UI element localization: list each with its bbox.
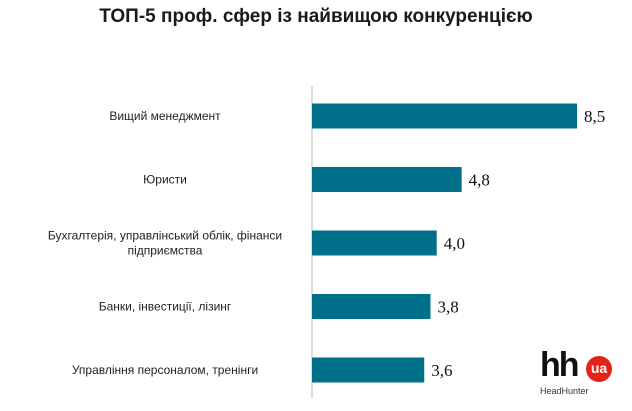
bar-2 <box>312 167 462 192</box>
bar-4 <box>312 294 431 319</box>
logo-hh-text: hh <box>540 346 580 384</box>
value-label-4: 3,8 <box>437 298 458 317</box>
headhunter-logo: hh ua HeadHunter <box>540 348 620 402</box>
value-label-3: 4,0 <box>444 234 465 253</box>
bar-1 <box>312 103 577 129</box>
value-label-5: 3,6 <box>431 361 452 380</box>
bar-5 <box>312 357 425 383</box>
category-label-4: Банки, інвестиції, лізинг <box>99 300 232 314</box>
logo-ua-badge: ua <box>586 356 612 382</box>
category-label-1: Вищий менеджмент <box>109 109 221 123</box>
logo-subtitle: HeadHunter <box>540 386 589 396</box>
category-label-2: Юристи <box>143 173 187 187</box>
category-label-3: Бухгалтерія, управлінський облік, фінанс… <box>48 229 282 258</box>
chart-title: ТОП-5 проф. сфер із найвищою конкуренціє… <box>99 6 533 27</box>
bar-3 <box>312 230 437 256</box>
value-label-1: 8,5 <box>584 107 605 126</box>
category-label-5: Управління персоналом, тренінги <box>72 363 258 377</box>
value-label-2: 4,8 <box>469 171 490 190</box>
